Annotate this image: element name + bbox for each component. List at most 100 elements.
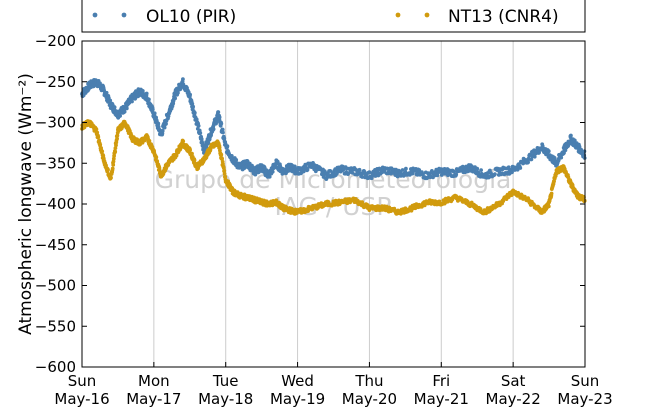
data-point [181,77,185,81]
x-tick-label-day: Sun [68,372,97,390]
data-point [198,131,203,135]
data-point [373,174,378,178]
legend-box [81,0,586,33]
data-point [188,92,193,97]
data-point [370,173,375,178]
data-point [94,127,99,132]
data-point [357,167,362,172]
data-point [152,111,157,116]
x-tick-label-date: May-20 [342,390,397,408]
data-points [80,77,587,216]
data-point [559,155,564,160]
data-point [206,140,211,145]
y-tick-label: −350 [35,154,76,172]
series-1-points [80,77,587,182]
data-point [190,151,194,156]
data-point [192,110,197,115]
data-point [108,98,113,103]
y-tick-label: −400 [35,195,76,213]
data-point [162,125,167,130]
data-point [222,171,227,176]
data-point [147,139,152,143]
data-point [250,165,255,170]
y-tick-label: −200 [35,32,76,50]
data-point [220,127,225,132]
data-point [452,169,456,174]
x-tick-label-date: May-19 [270,390,325,408]
data-point [404,166,408,171]
data-point [400,168,405,172]
data-point [164,122,168,126]
data-point [111,156,116,161]
data-point [199,137,204,141]
x-tick-label-day: Tue [212,372,239,390]
x-tick-label-day: Wed [281,372,314,390]
data-point [95,130,100,135]
data-point [112,105,117,110]
legend: OL10 (PIR) NT13 (CNR4) [81,0,586,33]
data-point [515,167,520,172]
y-tick-label: −600 [35,358,76,376]
data-point [118,114,122,118]
x-tick-label-day: Fri [432,372,450,390]
data-point [115,136,119,141]
data-point [529,157,534,162]
y-axis: −200 −250 −300 −350 −400 −450 −500 −550 −600 [35,32,585,376]
data-point [301,169,306,174]
x-tick-label-date: May-16 [54,390,109,408]
data-point [100,149,105,154]
legend-marker [395,12,401,18]
data-point [104,90,109,95]
data-point [360,175,365,179]
data-point [96,135,101,139]
y-tick-label: −500 [35,277,76,295]
x-tick-label-day: Sat [501,372,526,390]
x-tick-label-date: May-22 [486,390,541,408]
data-point [537,206,542,211]
watermark: Grupo de Micrometeorologia IAG / USP [155,165,512,221]
data-point [181,139,186,144]
data-point [225,144,230,149]
data-point [479,168,483,173]
data-point [270,169,275,174]
legend-marker [424,12,430,18]
data-point [114,143,118,148]
data-point [267,174,272,179]
x-tick-label-date: May-21 [414,390,469,408]
data-point [350,170,355,175]
data-point [546,204,551,209]
data-point [111,163,116,167]
data-point [454,172,459,177]
data-point [421,172,425,177]
data-point [106,167,110,172]
data-point [475,166,480,171]
data-point [188,148,193,152]
series-2-points [80,119,587,216]
data-point [292,164,297,169]
data-point [465,199,470,204]
data-point [221,130,225,135]
data-point [147,97,151,102]
legend-marker [92,12,98,18]
data-point [122,109,127,114]
data-point [176,91,180,95]
legend-marker [121,12,127,18]
data-point [109,175,113,180]
data-point [98,142,103,147]
data-point [305,167,310,172]
data-point [217,145,222,150]
data-point [160,129,165,133]
x-tick-label-date: May-23 [557,390,612,408]
data-point [387,205,392,210]
data-point [219,121,224,126]
x-tick-label-date: May-17 [126,390,181,408]
data-point [493,172,497,177]
data-point [222,168,227,173]
data-point [222,136,227,141]
data-point [211,127,216,131]
data-point [191,104,196,109]
data-point [518,166,523,170]
data-point [144,91,149,96]
data-point [196,124,201,128]
